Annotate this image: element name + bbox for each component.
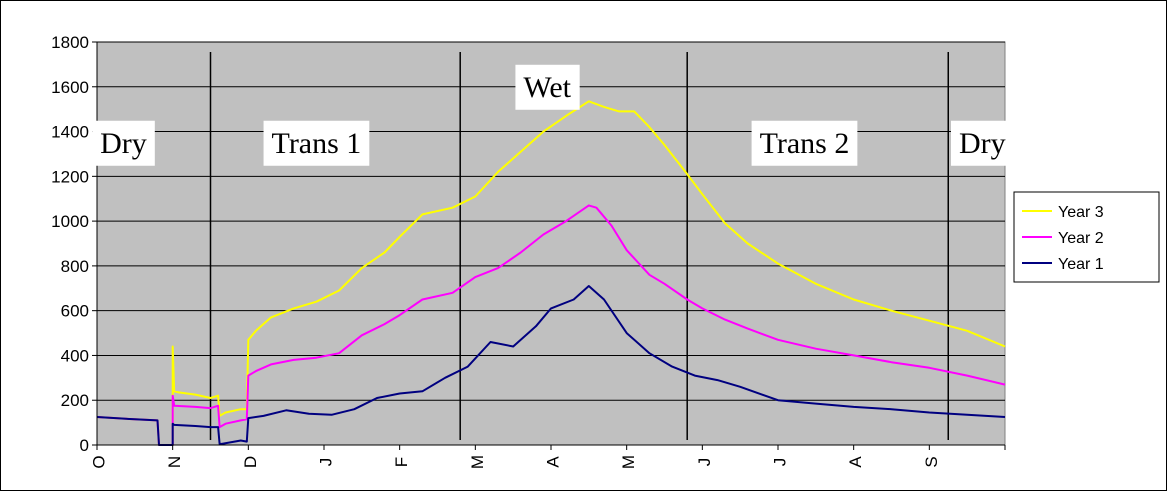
x-tick-label: J xyxy=(317,458,336,467)
season-label-box xyxy=(950,120,1014,166)
series-lines xyxy=(96,100,1006,446)
x-tick-label: M xyxy=(619,455,638,469)
season-label-text: Dry xyxy=(100,127,147,160)
series-line-year-2 xyxy=(96,204,1006,446)
season-label-wet: Wet xyxy=(515,64,580,110)
legend-label: Year 2 xyxy=(1058,230,1104,247)
season-labels: Dry Trans 1 Wet Trans 2 Dry xyxy=(92,64,1014,166)
legend-label: Year 1 xyxy=(1058,256,1104,273)
x-tick-label: A xyxy=(846,456,865,468)
x-tick-label: M xyxy=(468,455,487,469)
season-label-box xyxy=(515,64,580,110)
season-label-dry: Dry xyxy=(92,120,155,166)
season-label-text: Trans 2 xyxy=(760,127,850,160)
season-label-box xyxy=(92,120,155,166)
season-label-dry: Dry xyxy=(950,120,1014,166)
y-tick-label: 800 xyxy=(61,257,89,276)
legend-label: Year 3 xyxy=(1058,204,1104,221)
season-label-text: Trans 1 xyxy=(272,127,362,160)
x-tick-label: A xyxy=(544,456,563,468)
x-tick-label: D xyxy=(241,456,260,468)
series-line-year-3 xyxy=(96,100,1006,446)
season-label-box xyxy=(751,120,858,166)
x-tick-label: J xyxy=(771,458,790,467)
x-tick-label: O xyxy=(90,455,109,468)
season-label-trans-1: Trans 1 xyxy=(263,120,370,166)
x-tick-label: N xyxy=(165,456,184,468)
x-tick-label: S xyxy=(922,456,941,467)
y-tick-label: 0 xyxy=(80,436,89,455)
y-tick-label: 1000 xyxy=(51,212,89,231)
y-tick-label: 1200 xyxy=(51,167,89,186)
y-tick-label: 200 xyxy=(61,391,89,410)
series-line-year-1 xyxy=(96,285,1006,446)
y-tick-label: 1400 xyxy=(51,123,89,142)
season-boundaries xyxy=(209,52,949,440)
season-label-text: Wet xyxy=(523,71,571,104)
y-tick-label: 1600 xyxy=(51,78,89,97)
season-label-trans-2: Trans 2 xyxy=(751,120,858,166)
y-tick-label: 600 xyxy=(61,302,89,321)
legend: Year 3 Year 2 Year 1 xyxy=(1013,191,1160,283)
season-label-text: Dry xyxy=(959,127,1006,160)
x-tick-label: J xyxy=(695,458,714,467)
axes: 0 200 400 600 800 1000 1200 1400 1600 1800 O N D J F M A… xyxy=(51,33,1006,469)
season-label-box xyxy=(263,120,370,166)
x-tick-label: F xyxy=(392,457,411,467)
y-tick-label: 1800 xyxy=(51,33,89,52)
y-tick-label: 400 xyxy=(61,346,89,365)
